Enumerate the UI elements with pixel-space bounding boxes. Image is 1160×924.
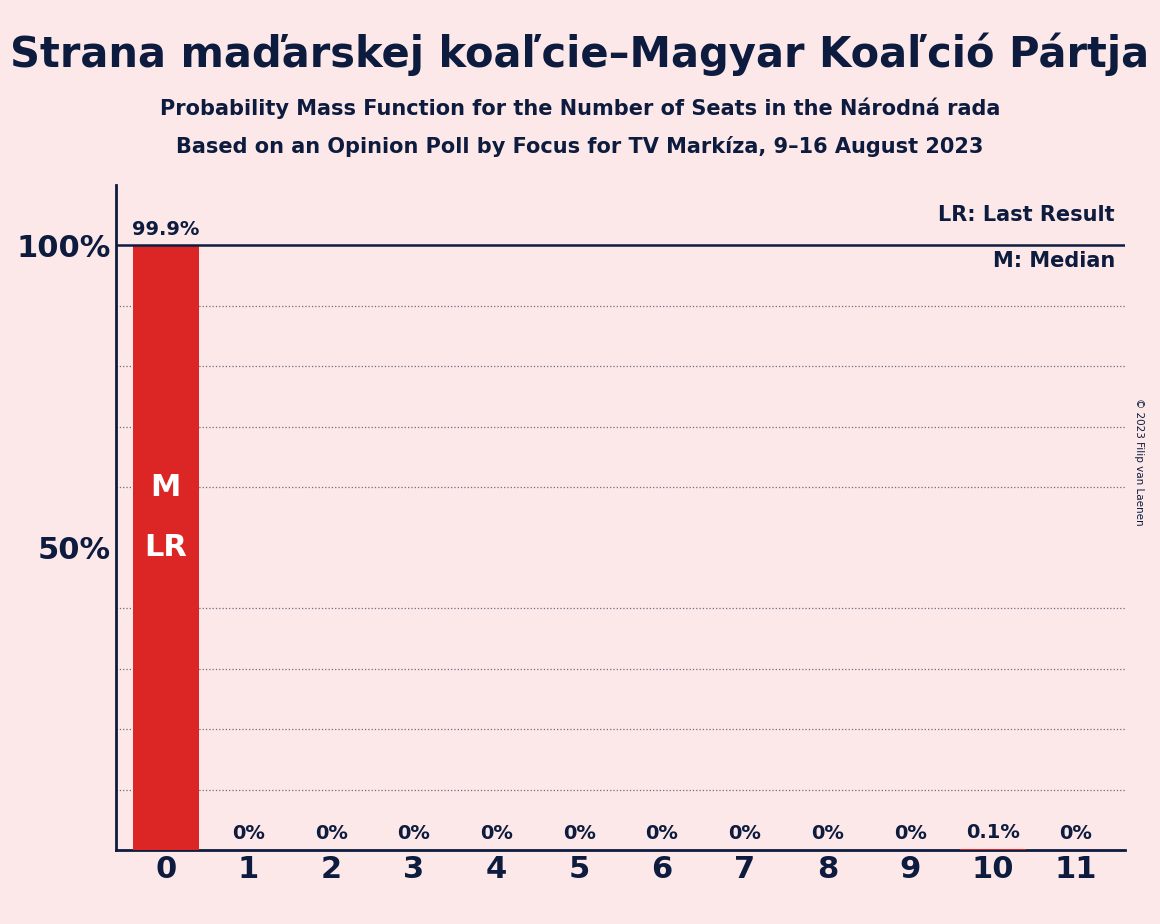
Text: 0%: 0% bbox=[480, 824, 513, 843]
Text: 0%: 0% bbox=[645, 824, 679, 843]
Text: 0%: 0% bbox=[398, 824, 430, 843]
Text: Based on an Opinion Poll by Focus for TV Markíza, 9–16 August 2023: Based on an Opinion Poll by Focus for TV… bbox=[176, 136, 984, 157]
Text: M: Median: M: Median bbox=[993, 251, 1115, 272]
Bar bbox=[132, 246, 198, 850]
Text: 0%: 0% bbox=[811, 824, 843, 843]
Text: 0%: 0% bbox=[314, 824, 348, 843]
Text: 0%: 0% bbox=[563, 824, 596, 843]
Text: LR: Last Result: LR: Last Result bbox=[938, 205, 1115, 225]
Text: 0%: 0% bbox=[728, 824, 761, 843]
Text: Probability Mass Function for the Number of Seats in the Národná rada: Probability Mass Function for the Number… bbox=[160, 97, 1000, 118]
Text: 0.1%: 0.1% bbox=[966, 823, 1020, 842]
Text: Strana maďarskej koaľcie–Magyar Koaľció Pártja: Strana maďarskej koaľcie–Magyar Koaľció … bbox=[10, 32, 1150, 76]
Text: LR: LR bbox=[144, 533, 187, 562]
Text: © 2023 Filip van Laenen: © 2023 Filip van Laenen bbox=[1134, 398, 1144, 526]
Text: 0%: 0% bbox=[893, 824, 927, 843]
Text: 0%: 0% bbox=[1059, 824, 1092, 843]
Text: 0%: 0% bbox=[232, 824, 264, 843]
Text: M: M bbox=[151, 473, 181, 502]
Text: 99.9%: 99.9% bbox=[132, 220, 200, 238]
